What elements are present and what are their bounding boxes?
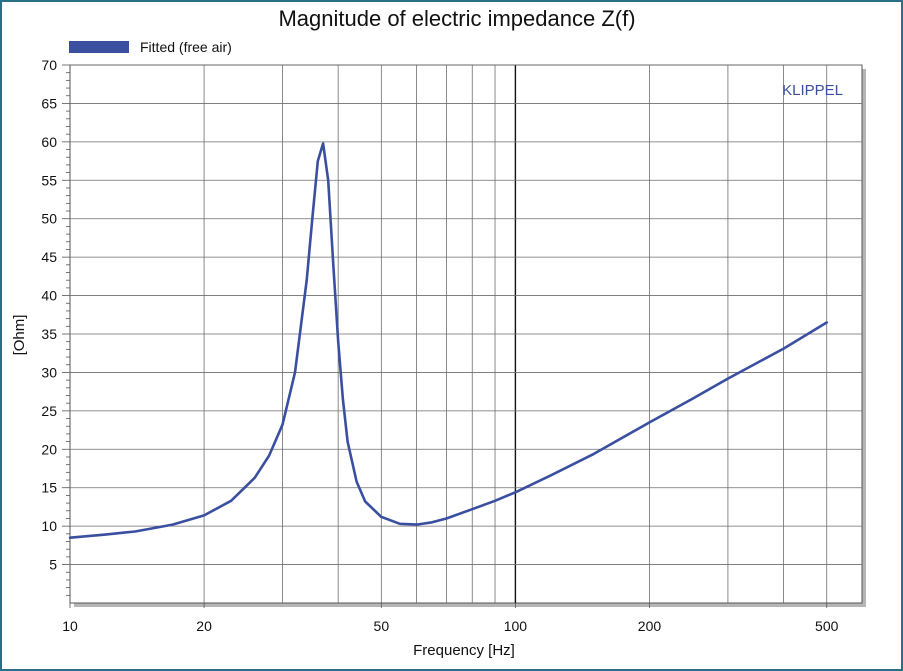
x-tick-label: 10 bbox=[62, 618, 78, 634]
series-line bbox=[68, 142, 828, 539]
x-tick-label: 100 bbox=[504, 618, 528, 634]
y-tick-label: 45 bbox=[41, 249, 57, 265]
legend-label: Fitted (free air) bbox=[140, 39, 232, 55]
x-tick-label: 50 bbox=[374, 618, 390, 634]
legend: Fitted (free air) bbox=[69, 39, 232, 55]
y-tick-label: 25 bbox=[41, 403, 57, 419]
y-tick-label: 40 bbox=[41, 288, 57, 304]
y-tick-label: 5 bbox=[49, 557, 57, 573]
y-tick-label: 60 bbox=[41, 134, 57, 150]
y-tick-label: 15 bbox=[41, 480, 57, 496]
y-tick-label: 35 bbox=[41, 326, 57, 342]
y-tick-label: 70 bbox=[41, 57, 57, 73]
y-tick-label: 10 bbox=[41, 518, 57, 534]
x-axis-label: Frequency [Hz] bbox=[413, 642, 515, 659]
y-tick-label: 30 bbox=[41, 364, 57, 380]
y-tick-label: 65 bbox=[41, 95, 57, 111]
y-tick-label: 55 bbox=[41, 172, 57, 188]
y-tick-label: 50 bbox=[41, 211, 57, 227]
y-tick-label: 20 bbox=[41, 441, 57, 457]
legend-swatch bbox=[69, 41, 129, 53]
x-tick-label: 500 bbox=[815, 618, 839, 634]
x-tick-label: 200 bbox=[638, 618, 662, 634]
chart-title: Magnitude of electric impedance Z(f) bbox=[278, 6, 635, 31]
x-tick-label: 20 bbox=[196, 618, 212, 634]
y-axis-label: [Ohm] bbox=[11, 315, 28, 356]
watermark-label: KLIPPEL bbox=[782, 82, 843, 99]
